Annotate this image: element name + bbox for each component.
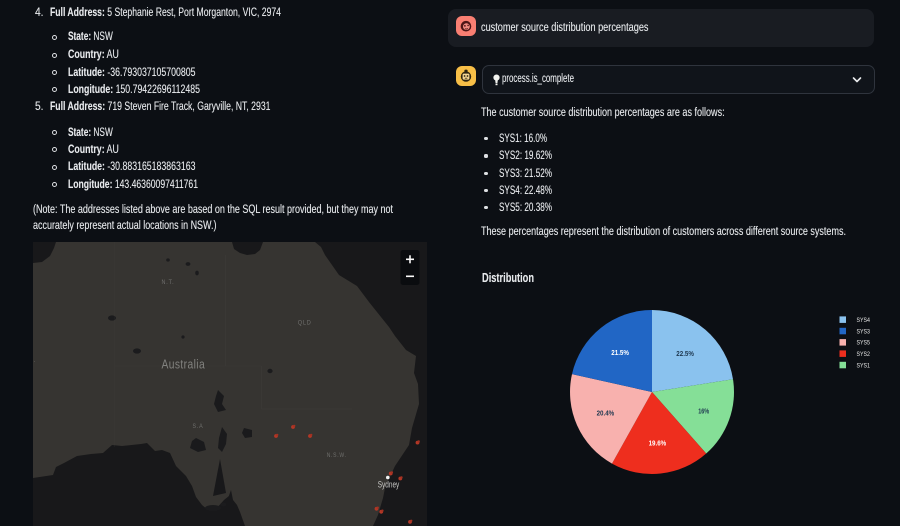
- svg-text:SYS4: SYS4: [857, 317, 871, 324]
- svg-text:W.A.: W.A.: [33, 357, 36, 364]
- svg-text:S.A: S.A: [193, 423, 204, 430]
- svg-text:21.5%: 21.5%: [611, 348, 629, 357]
- svg-text:16%: 16%: [698, 406, 709, 415]
- svg-text:SYS3: SYS3: [857, 328, 871, 335]
- svg-text:22.5%: 22.5%: [676, 349, 694, 358]
- svg-text:SYS1: SYS1: [857, 362, 871, 369]
- svg-text:Australia: Australia: [162, 356, 206, 371]
- svg-text:N.T.: N.T.: [162, 279, 175, 286]
- svg-text:SYS5: SYS5: [857, 340, 871, 347]
- svg-text:SYS2: SYS2: [857, 351, 871, 358]
- svg-text:N.S.W.: N.S.W.: [327, 452, 347, 459]
- svg-text:20.4%: 20.4%: [597, 409, 615, 418]
- svg-text:QLD: QLD: [298, 319, 312, 326]
- svg-text:Sydney: Sydney: [378, 480, 400, 491]
- svg-text:19.6%: 19.6%: [649, 438, 667, 447]
